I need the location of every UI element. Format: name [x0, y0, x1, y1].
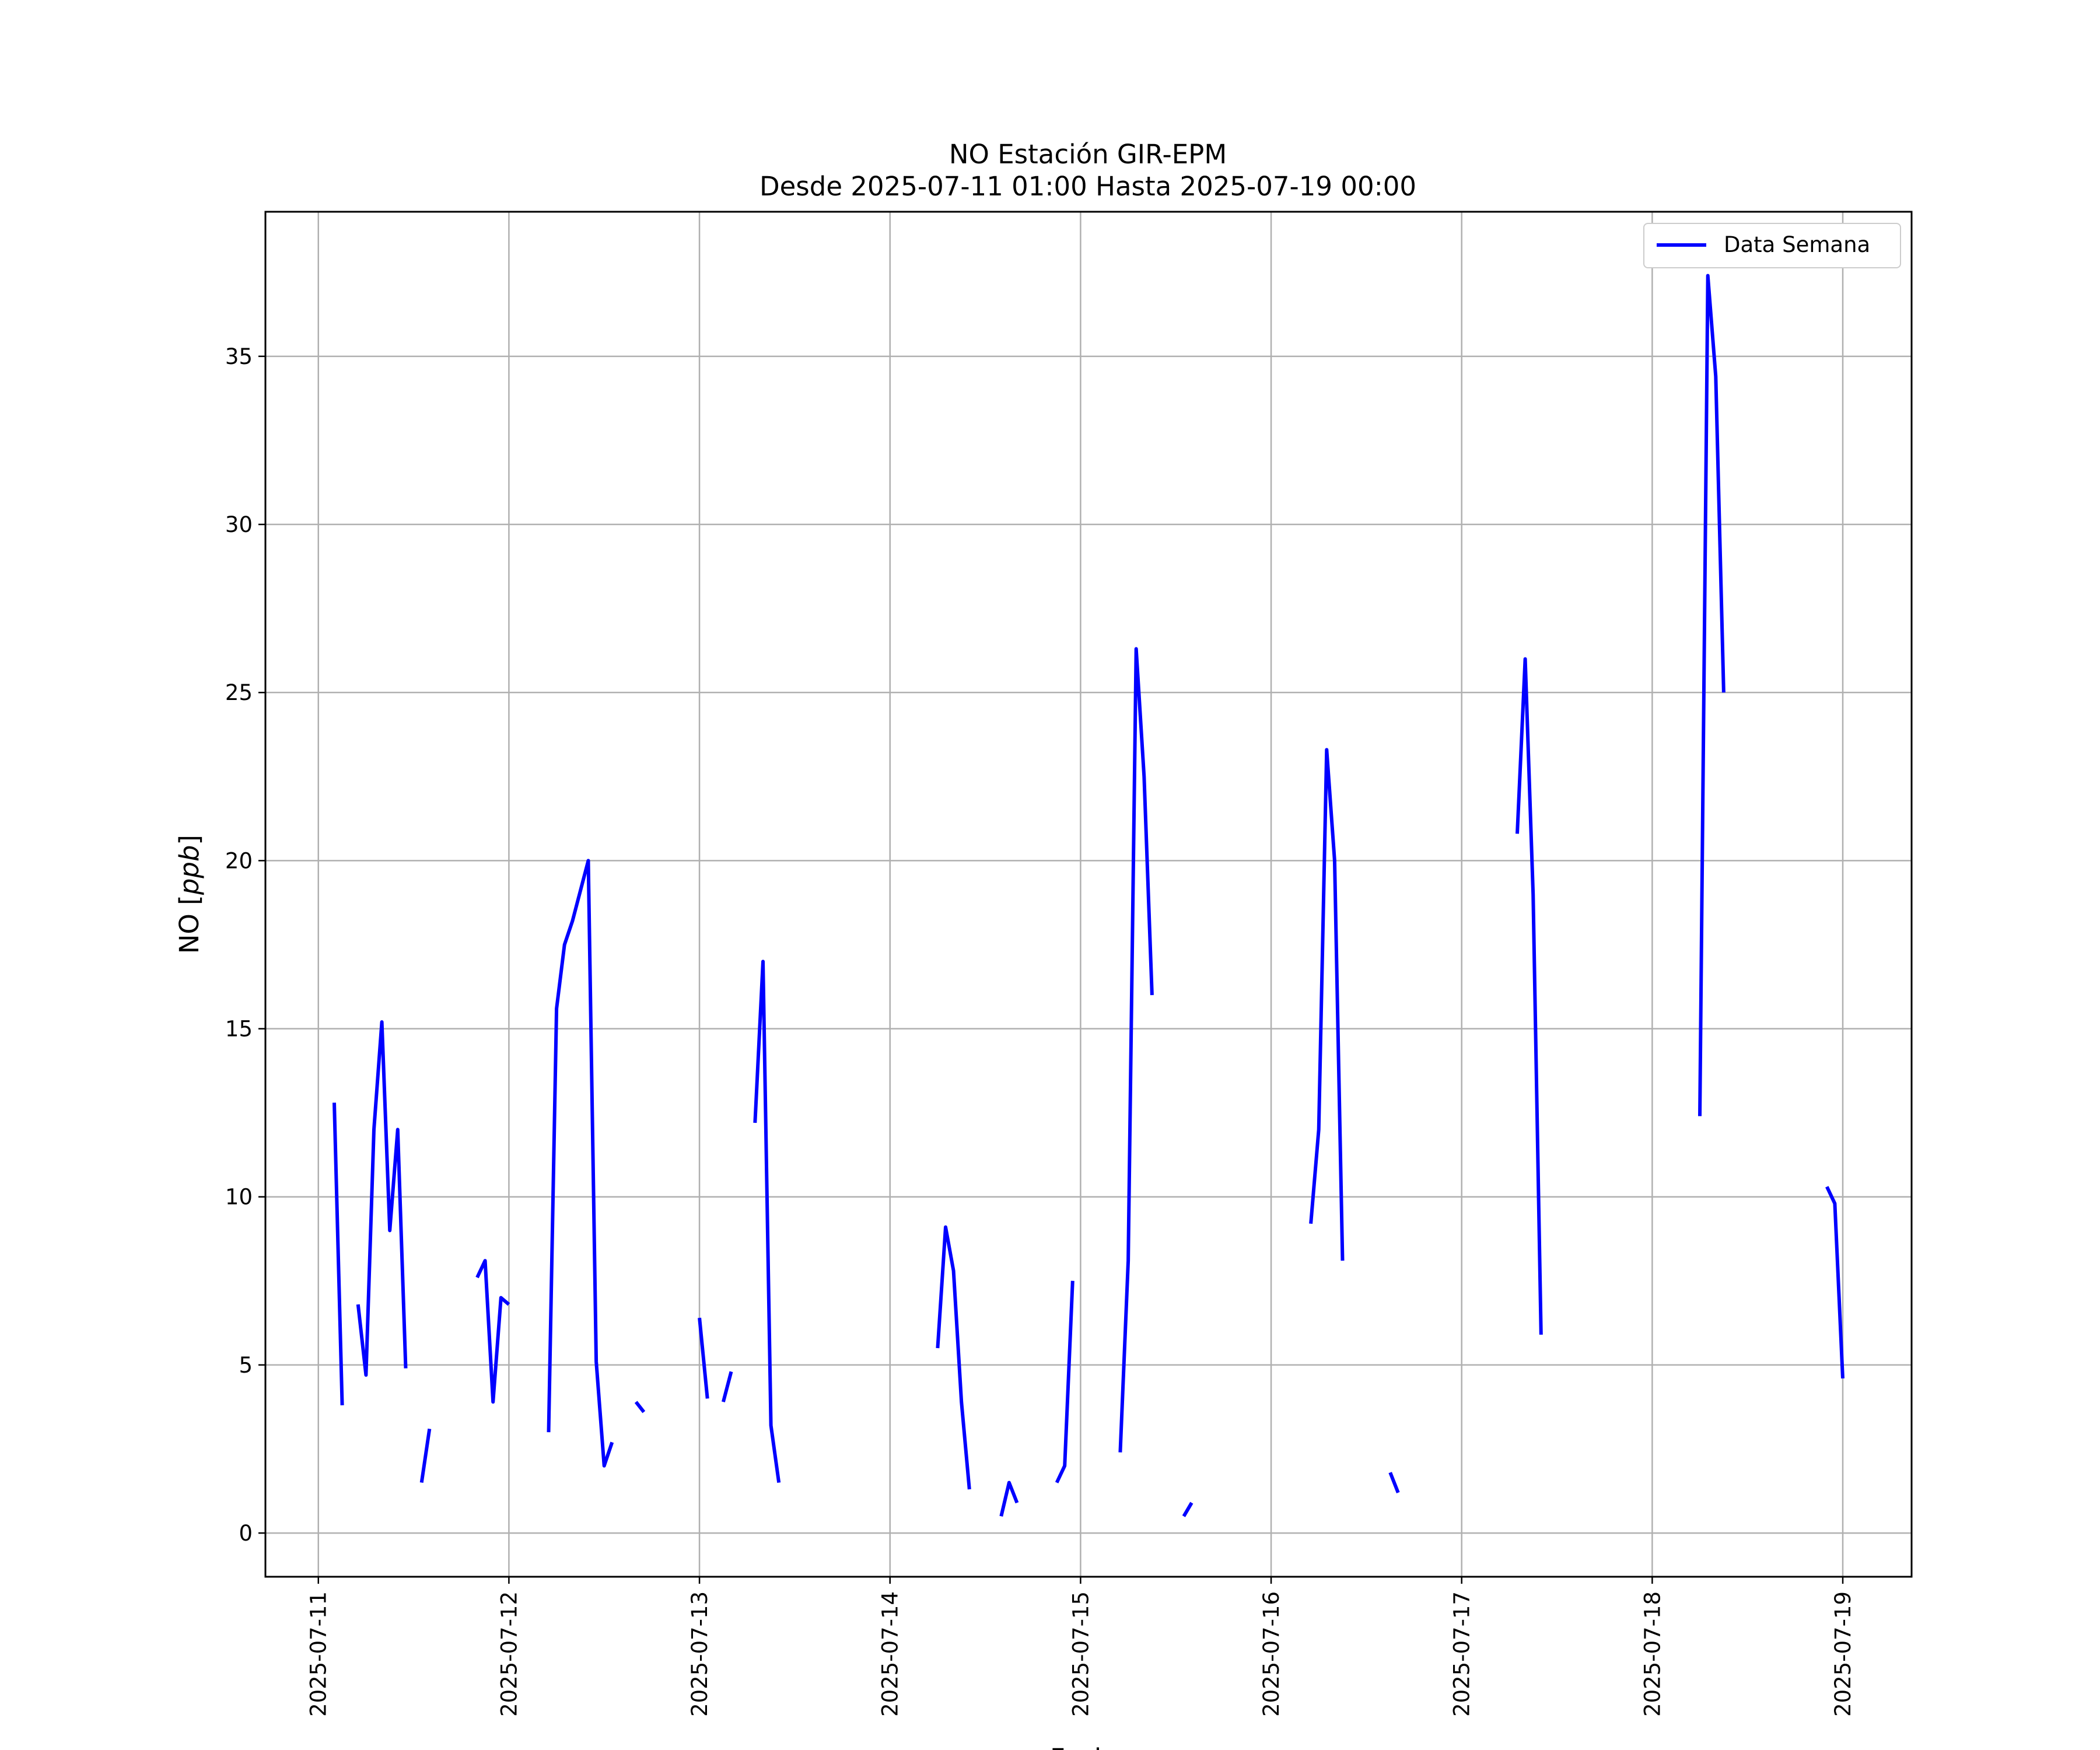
- series-data-semana: [332, 274, 1845, 1517]
- y-axis-label: NO [ppb]: [174, 835, 205, 954]
- y-tick-label: 30: [225, 512, 253, 537]
- series-line-segment: [1388, 1472, 1400, 1493]
- x-tick-label: 2025-07-14: [878, 1591, 903, 1717]
- y-axis-label-suffix: ]: [174, 835, 205, 845]
- series-line-segment: [419, 1428, 432, 1483]
- x-tick-label: 2025-07-13: [687, 1591, 712, 1717]
- x-axis-label: Fecha: [1050, 1743, 1127, 1750]
- series-line-segment: [753, 960, 781, 1483]
- series-line-segment: [698, 1317, 709, 1399]
- series-line-segment: [721, 1371, 733, 1403]
- series-line-segment: [936, 1225, 971, 1490]
- x-tick-label: 2025-07-19: [1831, 1591, 1856, 1717]
- series-line-segment: [1055, 1280, 1074, 1483]
- y-tick-label: 25: [225, 680, 253, 705]
- series-line-segment: [1516, 657, 1543, 1335]
- y-axis-label-prefix: NO [: [174, 895, 205, 954]
- y-tick-label: 0: [239, 1521, 253, 1546]
- series-line-segment: [1825, 1186, 1845, 1379]
- series-line-segment: [999, 1480, 1019, 1517]
- x-tick-label: 2025-07-12: [496, 1591, 522, 1717]
- y-tick-label: 10: [225, 1185, 253, 1210]
- legend: Data Semana: [1643, 223, 1901, 268]
- series-line-segment: [356, 1020, 408, 1377]
- y-tick-label: 35: [225, 344, 253, 369]
- x-tick-label: 2025-07-11: [306, 1591, 331, 1717]
- series-line-segment: [547, 859, 614, 1468]
- x-tick-label: 2025-07-18: [1640, 1591, 1665, 1717]
- chart-title: NO Estación GIR-EPM: [949, 139, 1227, 170]
- y-tick-label: 20: [225, 848, 253, 873]
- series-line-segment: [634, 1401, 646, 1413]
- y-axis-label-unit: ppb: [174, 845, 205, 895]
- series-line-segment: [475, 1259, 510, 1404]
- chart-subtitle: Desde 2025-07-11 01:00 Hasta 2025-07-19 …: [760, 171, 1416, 202]
- series-line-segment: [1698, 274, 1726, 1116]
- plot-frame: [264, 211, 1913, 1578]
- series-line-segment: [1309, 748, 1345, 1261]
- legend-box: [1643, 223, 1901, 268]
- y-tick-label: 15: [225, 1017, 253, 1042]
- x-tick-label: 2025-07-16: [1259, 1591, 1284, 1717]
- x-tick-label: 2025-07-15: [1068, 1591, 1093, 1717]
- series-line-segment: [1118, 647, 1154, 1452]
- y-tick-label: 5: [239, 1353, 253, 1378]
- axis-ticks: 2025-07-11 2025-07-12 2025-07-13 2025-07-14…: [225, 344, 1856, 1717]
- series-line-segment: [332, 1102, 344, 1406]
- series-line-segment: [1182, 1502, 1194, 1517]
- x-tick-label: 2025-07-17: [1450, 1591, 1475, 1717]
- grid: [265, 212, 1912, 1577]
- legend-label: Data Semana: [1724, 232, 1870, 257]
